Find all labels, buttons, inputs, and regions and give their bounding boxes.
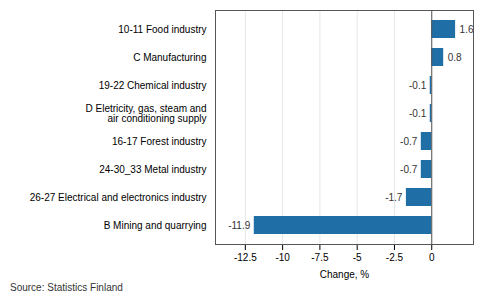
svg-text:10-11 Food industry: 10-11 Food industry [118,24,206,35]
svg-text:-0.7: -0.7 [400,164,418,175]
svg-text:1.6: 1.6 [460,24,474,35]
svg-text:-10: -10 [275,252,290,263]
svg-text:-2.5: -2.5 [386,252,404,263]
svg-text:D Eletricity, gas, steam andai: D Eletricity, gas, steam andair conditio… [86,103,207,124]
svg-text:-0.1: -0.1 [409,80,427,91]
svg-text:24-30_33 Metal industry: 24-30_33 Metal industry [99,164,206,175]
svg-text:-5: -5 [353,252,362,263]
svg-text:B Mining and quarrying: B Mining and quarrying [104,220,207,231]
svg-text:Change, %: Change, % [320,269,370,280]
html-text:Source: Statistics Finland: Source: Statistics Finland [10,282,123,293]
svg-text:0.8: 0.8 [448,52,462,63]
svg-text:-12.5: -12.5 [234,252,257,263]
svg-text:19-22 Chemical industry: 19-22 Chemical industry [99,80,207,91]
svg-text:-0.1: -0.1 [409,108,427,119]
svg-text:0: 0 [429,252,435,263]
svg-text:-7.5: -7.5 [311,252,329,263]
svg-text:-1.7: -1.7 [385,192,403,203]
svg-text:-0.7: -0.7 [400,136,418,147]
svg-text:-11.9: -11.9 [228,220,250,231]
svg-text:26-27 Electrical and electroni: 26-27 Electrical and electronics industr… [30,192,207,203]
svg-text:C Manufacturing: C Manufacturing [133,52,206,63]
svg-text:16-17 Forest industry: 16-17 Forest industry [112,136,207,147]
